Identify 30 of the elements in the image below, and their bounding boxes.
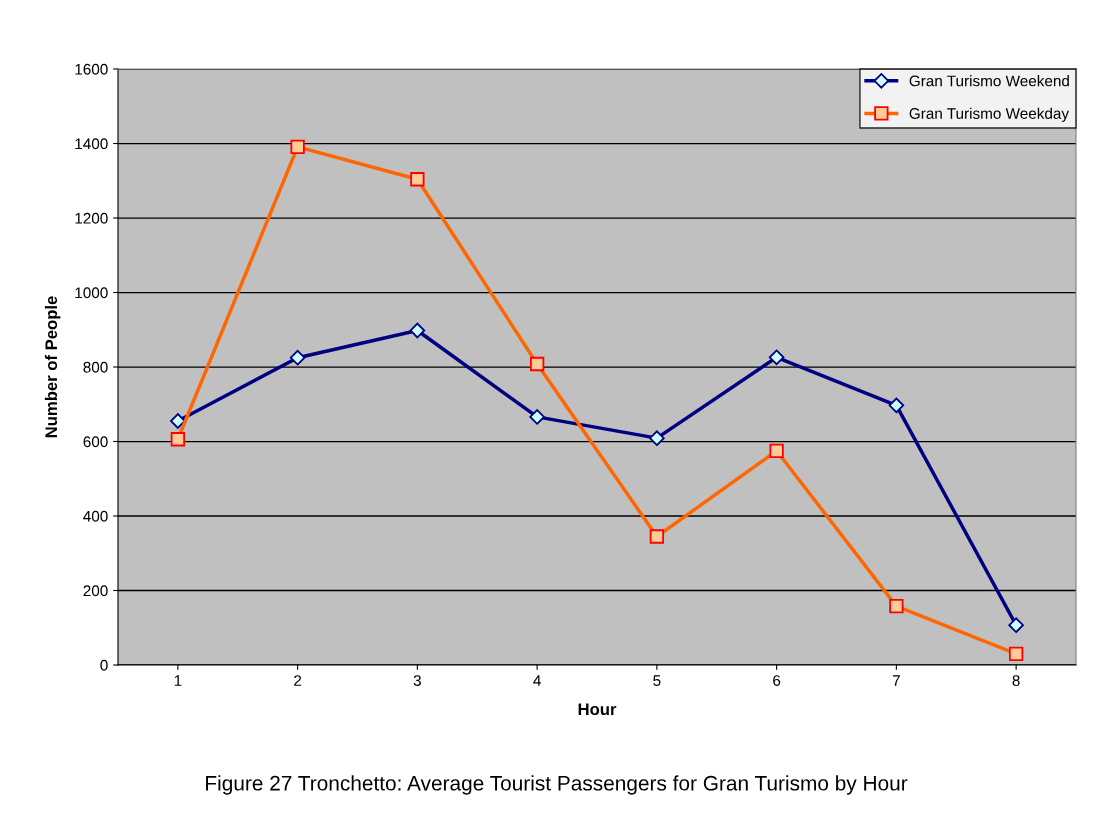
y-tick-label: 400 <box>83 510 108 522</box>
point <box>170 413 186 429</box>
x-tick-label: 7 <box>892 675 900 686</box>
y-axis-title: Number of People <box>44 296 61 438</box>
point <box>888 397 905 414</box>
x-tick-label: 8 <box>1012 675 1020 686</box>
x-tick-label: 5 <box>653 675 661 686</box>
caption: Figure 27 Tronchetto: Average Tourist Passengers for Gran Turismo by Hour <box>206 775 908 795</box>
point <box>529 409 545 425</box>
x-tick-label: 3 <box>413 675 421 686</box>
x-tick-label: 6 <box>773 675 781 686</box>
point <box>1008 617 1024 633</box>
point <box>649 430 665 446</box>
point <box>768 349 785 366</box>
y-tick-label: 1000 <box>75 287 108 299</box>
x-tick-label: 4 <box>533 675 541 686</box>
x-tick-label: 2 <box>294 675 302 686</box>
point <box>289 349 306 366</box>
point <box>409 322 426 339</box>
y-tick-label: 200 <box>83 585 108 597</box>
y-tick-label: 800 <box>83 361 108 373</box>
y-tick-label: 1200 <box>75 212 108 224</box>
legend-label: Gran Turismo Weekday <box>909 107 1070 122</box>
y-tick-label: 1600 <box>75 63 108 75</box>
y-tick-label: 600 <box>83 436 108 448</box>
y-tick-label: 1400 <box>75 138 108 150</box>
legend-label: Gran Turismo Weekend <box>909 75 1069 87</box>
x-axis-title: Hour <box>578 703 617 716</box>
x-tick-label: 1 <box>174 675 182 686</box>
y-tick-label: 0 <box>100 659 108 671</box>
